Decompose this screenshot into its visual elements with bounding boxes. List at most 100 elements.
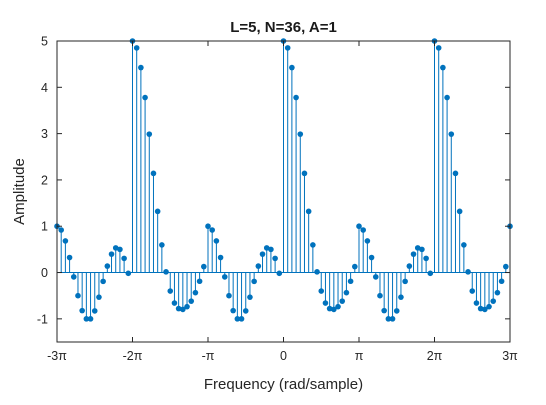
stem-marker: [419, 247, 425, 253]
stem-marker: [172, 300, 178, 306]
stem-marker: [314, 269, 320, 275]
stem-marker: [105, 263, 111, 269]
stem-marker: [486, 304, 492, 310]
stem-marker: [58, 227, 64, 233]
stem-marker: [256, 263, 262, 269]
stem-marker: [352, 264, 358, 270]
stem-marker: [499, 278, 505, 284]
stem-marker: [226, 293, 232, 299]
stem-marker: [251, 279, 257, 285]
x-tick-label: 0: [280, 349, 287, 363]
stem-marker: [289, 65, 295, 71]
stem-marker: [440, 65, 446, 71]
stem-marker: [360, 227, 366, 233]
stem-marker: [117, 247, 123, 253]
stem-marker: [348, 278, 354, 284]
stem-marker: [230, 308, 236, 314]
stem-marker: [423, 256, 429, 262]
stem-marker: [134, 45, 140, 51]
stem-marker: [184, 304, 190, 310]
stem-marker: [155, 209, 161, 215]
stem-marker: [163, 269, 169, 275]
stem-marker: [67, 255, 73, 261]
stem-marker: [356, 223, 362, 229]
stem-marker: [63, 238, 69, 244]
stem-marker: [142, 95, 148, 101]
stem-marker: [503, 264, 509, 270]
x-tick-label: 3π: [502, 349, 518, 363]
stem-marker: [159, 242, 165, 248]
stem-marker: [218, 255, 224, 261]
stem-marker: [335, 304, 341, 310]
x-tick-label: -π: [202, 349, 215, 363]
y-tick-label: 2: [41, 173, 48, 187]
stem-marker: [243, 308, 249, 314]
chart-title: L=5, N=36, A=1: [230, 19, 337, 36]
stem-marker: [260, 251, 266, 257]
stem-marker: [448, 131, 454, 137]
stem-marker: [465, 269, 471, 275]
stem-marker: [272, 256, 278, 262]
stem-marker: [306, 209, 312, 215]
stem-marker: [92, 308, 98, 314]
stem-marker: [197, 278, 203, 284]
stem-marker: [461, 242, 467, 248]
stem-marker: [398, 294, 404, 300]
stem-marker: [188, 298, 194, 304]
y-tick-label: 1: [41, 220, 48, 234]
stem-marker: [205, 223, 211, 229]
stem-marker: [381, 308, 387, 314]
x-axis-label: Frequency (rad/sample): [204, 376, 363, 393]
y-tick-label: 3: [41, 127, 48, 141]
x-tick-label: 2π: [427, 349, 443, 363]
stem-marker: [167, 288, 173, 294]
stem-marker: [88, 316, 94, 322]
stem-marker: [193, 290, 199, 296]
stem-marker: [121, 256, 127, 262]
stem-marker: [209, 227, 215, 233]
stem-marker: [428, 271, 434, 277]
stem-marker: [495, 290, 501, 296]
stem-marker: [339, 298, 345, 304]
stem-marker: [457, 209, 463, 215]
stem-marker: [285, 45, 291, 51]
stem-marker: [490, 298, 496, 304]
y-tick-label: 0: [41, 266, 48, 280]
stem-marker: [247, 294, 253, 300]
stem-marker: [411, 251, 417, 257]
stem-marker: [293, 95, 299, 101]
stem-marker: [323, 300, 329, 306]
stem-marker: [138, 65, 144, 71]
stem-marker: [344, 290, 350, 296]
stem-marker: [96, 294, 102, 300]
y-tick-label: -1: [37, 312, 48, 326]
stem-marker: [297, 131, 303, 137]
x-tick-label: -3π: [47, 349, 67, 363]
stem-marker: [109, 251, 115, 257]
stem-marker: [373, 274, 379, 280]
stem-marker: [277, 271, 283, 277]
y-tick-label: 5: [41, 35, 48, 49]
stem-marker: [469, 288, 475, 294]
stem-marker: [474, 300, 480, 306]
x-tick-label: π: [355, 349, 364, 363]
stem-marker: [394, 308, 400, 314]
stem-marker: [75, 293, 81, 299]
stem-marker: [239, 316, 245, 322]
stem-marker: [79, 308, 85, 314]
stem-marker: [71, 274, 77, 280]
stem-marker: [310, 242, 316, 248]
x-tick-label: -2π: [123, 349, 143, 363]
stem-marker: [146, 131, 152, 137]
stem-marker: [222, 274, 228, 280]
stem-marker: [436, 45, 442, 51]
stem-marker: [201, 264, 207, 270]
y-tick-label: 4: [41, 81, 48, 95]
stem-marker: [318, 288, 324, 294]
stem-marker: [365, 238, 371, 244]
stem-marker: [100, 279, 106, 285]
stem-marker: [402, 279, 408, 285]
stem-marker: [302, 171, 308, 177]
y-axis-label: Amplitude: [11, 158, 28, 225]
